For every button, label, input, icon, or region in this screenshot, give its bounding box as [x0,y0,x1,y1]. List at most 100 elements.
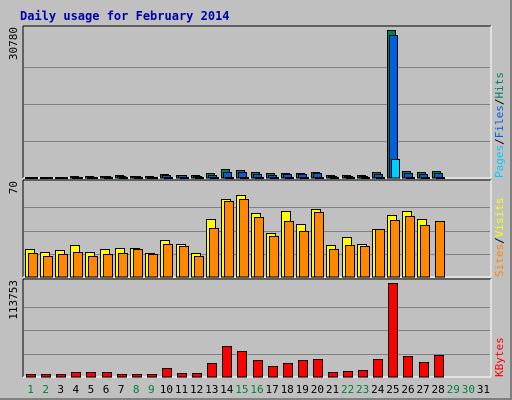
x-tick-label-day-4: 4 [73,383,80,396]
bar-pages-day-16 [255,177,264,179]
bar-kbytes-day-6 [102,372,112,378]
bar-pages-day-10 [164,177,173,179]
x-tick-label-day-10: 10 [160,383,173,396]
x-tick-label-day-5: 5 [88,383,95,396]
bar-pages-day-20 [315,177,324,179]
x-tick-label-day-1: 1 [27,383,34,396]
bar-pages-day-4 [74,177,83,179]
bar-kbytes-day-15 [237,351,247,378]
bar-kbytes-day-5 [86,372,96,378]
bar-sites-day-2 [43,256,53,278]
y-max-label: 30780 [7,27,20,60]
bar-kbytes-day-14 [222,346,232,378]
bar-sites-day-14 [224,201,234,278]
bar-kbytes-day-16 [253,360,263,378]
bar-kbytes-day-22 [343,371,353,378]
x-tick-label-day-25: 25 [386,383,399,396]
panel-legend: KBytes [493,337,506,377]
x-tick-label-day-7: 7 [118,383,125,396]
bar-sites-day-12 [194,256,204,278]
bar-kbytes-day-9 [147,374,157,378]
bar-kbytes-day-19 [298,360,308,378]
bar-kbytes-day-8 [132,374,142,378]
bar-kbytes-day-23 [358,370,368,378]
bar-kbytes-day-24 [373,359,383,378]
bar-pages-day-3 [59,177,68,179]
bar-sites-day-15 [239,199,249,278]
bar-pages-day-28 [436,177,445,179]
x-tick-label-day-18: 18 [281,383,294,396]
y-max-label: 113753 [7,280,20,320]
x-tick-label-day-24: 24 [371,383,385,396]
panel-legend: Pages/Files/Hits [493,72,506,178]
bar-pages-day-26 [406,177,415,179]
legend-kbytes: KBytes [493,337,506,377]
bar-sites-day-8 [133,249,143,278]
x-tick-label-day-9: 9 [148,383,155,396]
bar-kbytes-day-13 [207,363,217,378]
x-tick-label-day-23: 23 [356,383,369,396]
bar-sites-day-16 [254,217,264,278]
bar-pages-day-6 [104,177,113,179]
bar-sites-day-21 [329,249,339,278]
chart-title: Daily usage for February 2014 [20,9,230,23]
x-tick-label-day-6: 6 [103,383,110,396]
bar-kbytes-day-10 [162,368,172,378]
legend-separator: / [493,237,506,244]
bar-pages-day-7 [119,177,128,179]
bar-sites-day-10 [163,244,173,278]
x-tick-label-day-15: 15 [235,383,248,396]
bar-pages-day-21 [330,177,339,179]
x-tick-label-day-20: 20 [311,383,324,396]
bar-pages-day-12 [195,177,204,179]
bar-kbytes-day-4 [71,372,81,378]
bar-sites-day-20 [314,212,324,278]
bar-sites-day-27 [420,225,430,278]
legend-separator: / [493,138,506,145]
bar-sites-day-28 [435,221,445,278]
bar-kbytes-day-26 [403,356,413,378]
x-tick-label-day-14: 14 [220,383,234,396]
bar-pages-day-5 [89,177,98,179]
legend-files: Files [493,105,506,138]
x-tick-label-day-21: 21 [326,383,339,396]
bar-pages-day-18 [285,177,294,179]
panel-legend: Sites/Visits [493,198,506,278]
x-tick-label-day-13: 13 [205,383,218,396]
bar-kbytes-day-11 [177,373,187,378]
bar-sites-day-23 [360,246,370,278]
x-tick-label-day-30: 30 [462,383,475,396]
x-tick-label-day-17: 17 [265,383,278,396]
bar-pages-day-24 [376,177,385,179]
bar-sites-day-3 [58,254,68,278]
bar-pages-day-14 [225,177,234,179]
bar-kbytes-day-2 [41,374,51,378]
bar-pages-day-15 [240,177,249,179]
bar-sites-day-24 [375,229,385,278]
bar-sites-day-11 [179,246,189,278]
x-tick-label-day-31: 31 [477,383,490,396]
bar-sites-day-9 [148,254,158,278]
bar-files-day-25 [389,35,398,179]
bar-pages-day-17 [270,177,279,179]
x-tick-label-day-12: 12 [190,383,203,396]
bar-kbytes-day-12 [192,373,202,378]
panel-1: 30780 Pages/Files/Hits [7,25,506,179]
bar-pages-day-9 [149,177,158,179]
legend-visits: Visits [493,198,506,238]
bar-kbytes-day-3 [56,374,66,378]
x-tick-label-day-29: 29 [447,383,460,396]
bar-sites-day-25 [390,220,400,278]
x-tick-label-day-22: 22 [341,383,354,396]
bar-sites-day-5 [88,256,98,278]
legend-hits: Hits [493,72,506,99]
bar-pages-day-19 [300,177,309,179]
bar-pages-day-13 [210,177,219,179]
panel-3: 113753 KBytes [7,278,506,378]
x-tick-label-day-28: 28 [432,383,445,396]
bar-kbytes-day-1 [26,374,36,378]
legend-sites: Sites [493,244,506,277]
x-tick-label-day-2: 2 [42,383,49,396]
legend-separator: / [493,99,506,106]
